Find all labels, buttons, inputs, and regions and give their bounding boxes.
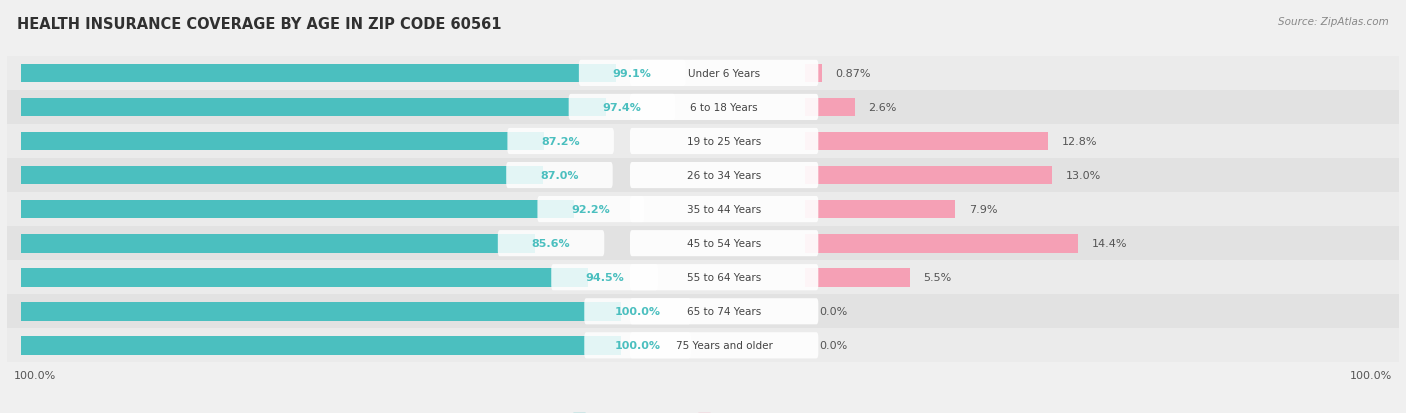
Bar xyxy=(21,336,621,355)
Text: 97.4%: 97.4% xyxy=(602,103,641,113)
FancyBboxPatch shape xyxy=(498,230,605,256)
FancyBboxPatch shape xyxy=(585,299,690,325)
Bar xyxy=(806,234,1078,253)
Text: 35 to 44 Years: 35 to 44 Years xyxy=(688,204,761,215)
Text: HEALTH INSURANCE COVERAGE BY AGE IN ZIP CODE 60561: HEALTH INSURANCE COVERAGE BY AGE IN ZIP … xyxy=(17,17,502,31)
FancyBboxPatch shape xyxy=(630,197,818,223)
FancyBboxPatch shape xyxy=(506,163,613,189)
Text: 94.5%: 94.5% xyxy=(585,273,624,282)
Bar xyxy=(806,98,855,117)
Bar xyxy=(7,91,1399,125)
Bar xyxy=(21,268,588,287)
Text: 87.0%: 87.0% xyxy=(540,171,579,180)
Text: 19 to 25 Years: 19 to 25 Years xyxy=(688,137,761,147)
Text: 85.6%: 85.6% xyxy=(531,239,571,249)
Bar xyxy=(806,64,823,83)
Text: 75 Years and older: 75 Years and older xyxy=(676,340,772,351)
Legend: With Coverage, Without Coverage: With Coverage, Without Coverage xyxy=(568,408,838,413)
Text: 26 to 34 Years: 26 to 34 Years xyxy=(688,171,761,180)
Bar xyxy=(806,166,1052,185)
FancyBboxPatch shape xyxy=(579,61,685,87)
Bar xyxy=(21,234,534,253)
Text: 87.2%: 87.2% xyxy=(541,137,579,147)
Bar xyxy=(7,294,1399,328)
Bar xyxy=(21,132,544,151)
Text: 7.9%: 7.9% xyxy=(969,204,997,215)
Bar xyxy=(7,328,1399,363)
FancyBboxPatch shape xyxy=(630,332,818,358)
Bar xyxy=(21,98,606,117)
FancyBboxPatch shape xyxy=(537,197,644,223)
Text: 92.2%: 92.2% xyxy=(571,204,610,215)
Bar xyxy=(7,57,1399,91)
Text: 0.0%: 0.0% xyxy=(818,340,848,351)
FancyBboxPatch shape xyxy=(585,332,690,358)
Text: 0.0%: 0.0% xyxy=(818,306,848,316)
Text: 55 to 64 Years: 55 to 64 Years xyxy=(688,273,761,282)
Bar xyxy=(21,200,574,219)
FancyBboxPatch shape xyxy=(630,61,818,87)
FancyBboxPatch shape xyxy=(551,264,658,291)
Text: 14.4%: 14.4% xyxy=(1092,239,1128,249)
Text: 100.0%: 100.0% xyxy=(614,340,661,351)
FancyBboxPatch shape xyxy=(630,264,818,291)
Bar xyxy=(7,125,1399,159)
Text: Source: ZipAtlas.com: Source: ZipAtlas.com xyxy=(1278,17,1389,26)
Bar xyxy=(7,159,1399,192)
Text: 100.0%: 100.0% xyxy=(14,370,56,380)
Text: 45 to 54 Years: 45 to 54 Years xyxy=(688,239,761,249)
FancyBboxPatch shape xyxy=(568,95,675,121)
Bar xyxy=(21,64,616,83)
Text: 99.1%: 99.1% xyxy=(613,69,651,79)
Text: 100.0%: 100.0% xyxy=(1350,370,1392,380)
Bar xyxy=(21,302,621,321)
Text: 100.0%: 100.0% xyxy=(614,306,661,316)
Bar xyxy=(7,192,1399,227)
FancyBboxPatch shape xyxy=(508,128,614,155)
FancyBboxPatch shape xyxy=(630,299,818,325)
Bar xyxy=(806,268,910,287)
FancyBboxPatch shape xyxy=(630,230,818,256)
Text: 13.0%: 13.0% xyxy=(1066,171,1101,180)
Bar xyxy=(806,200,955,219)
Bar xyxy=(21,166,543,185)
Text: Under 6 Years: Under 6 Years xyxy=(688,69,761,79)
Bar xyxy=(7,261,1399,294)
FancyBboxPatch shape xyxy=(630,95,818,121)
Text: 0.87%: 0.87% xyxy=(835,69,870,79)
Text: 2.6%: 2.6% xyxy=(869,103,897,113)
Text: 65 to 74 Years: 65 to 74 Years xyxy=(688,306,761,316)
Bar xyxy=(7,227,1399,261)
Text: 6 to 18 Years: 6 to 18 Years xyxy=(690,103,758,113)
Bar xyxy=(806,132,1047,151)
FancyBboxPatch shape xyxy=(630,163,818,189)
Text: 12.8%: 12.8% xyxy=(1062,137,1097,147)
FancyBboxPatch shape xyxy=(630,128,818,155)
Text: 5.5%: 5.5% xyxy=(924,273,952,282)
